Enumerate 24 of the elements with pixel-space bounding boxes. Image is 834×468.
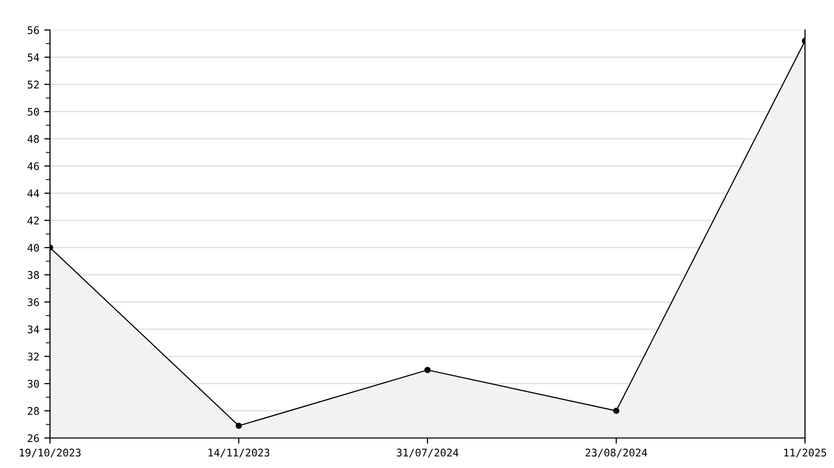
y-tick-label: 28 bbox=[28, 407, 39, 415]
y-tick-label: 42 bbox=[28, 216, 39, 224]
y-tick-label: 38 bbox=[28, 271, 39, 279]
y-tick-label: 48 bbox=[28, 135, 39, 143]
y-tick-label: 52 bbox=[28, 80, 39, 89]
y-tick-label: 26 bbox=[28, 434, 39, 442]
x-tick-label: 14/11/2023 bbox=[208, 448, 270, 458]
y-tick-label: 32 bbox=[28, 352, 39, 361]
y-tick-label: 30 bbox=[28, 380, 39, 388]
x-tick-label: 31/07/2024 bbox=[396, 448, 458, 458]
y-tick-label: 46 bbox=[28, 162, 39, 170]
y-tick-label: 34 bbox=[28, 325, 40, 334]
x-tick-label: 23/08/2024 bbox=[586, 448, 648, 458]
x-tick-label: 19/10/2023 bbox=[20, 448, 81, 458]
y-tick-label: 56 bbox=[28, 26, 39, 34]
x-tick-label: 11/2025 bbox=[784, 448, 826, 458]
y-tick-label: 40 bbox=[28, 244, 39, 252]
point bbox=[613, 408, 620, 414]
point bbox=[236, 422, 242, 429]
y-tick-label: 54 bbox=[28, 54, 40, 62]
y-tick-label: 44 bbox=[28, 190, 40, 198]
y-tick-label: 36 bbox=[28, 298, 39, 306]
y-tick-label: 50 bbox=[28, 108, 39, 116]
point bbox=[424, 366, 431, 374]
